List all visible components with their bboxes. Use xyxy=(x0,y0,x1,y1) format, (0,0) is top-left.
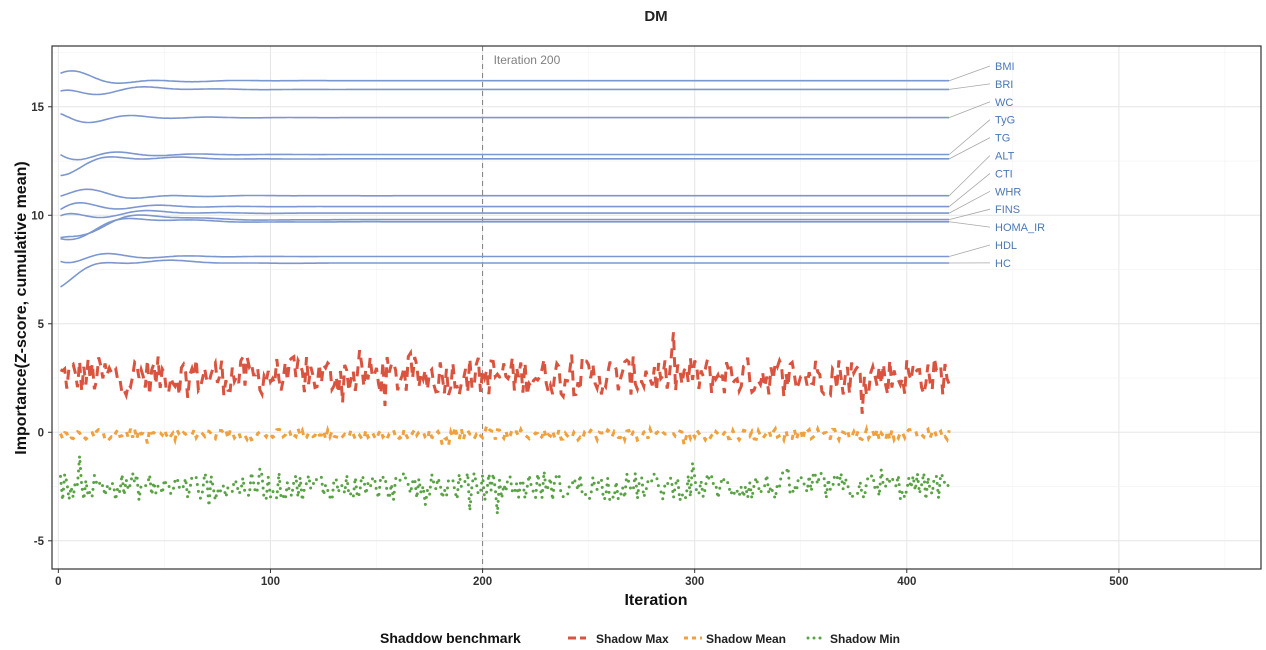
label-leader xyxy=(949,65,991,82)
feature-line-fins xyxy=(60,214,950,239)
label-tyg: TyG xyxy=(995,115,1015,127)
x-tick-label: 400 xyxy=(897,576,916,588)
legend: Shaddow benchmark Shadow Max Shadow Mean S… xyxy=(380,630,900,646)
y-tick-label: -5 xyxy=(34,536,45,548)
y-axis: -5 0 5 10 15 xyxy=(31,102,52,548)
feature-line-homa_ir xyxy=(60,217,950,241)
label-leader xyxy=(948,119,991,155)
label-hc: HC xyxy=(995,258,1011,270)
label-bri: BRI xyxy=(995,79,1013,91)
label-tg: TG xyxy=(995,133,1010,145)
y-tick-label: 5 xyxy=(38,319,45,331)
legend-items: Shadow Max Shadow Mean Shadow Min xyxy=(568,632,900,646)
label-whr: WHR xyxy=(995,186,1021,198)
feature-line-hdl xyxy=(60,252,950,264)
label-leader xyxy=(949,190,991,214)
legend-title: Shaddow benchmark xyxy=(380,630,521,646)
feature-series xyxy=(60,70,950,288)
label-hdl: HDL xyxy=(995,240,1017,252)
shadow-series xyxy=(59,332,951,515)
feature-line-tyg xyxy=(60,151,950,161)
label-alt: ALT xyxy=(995,151,1015,163)
annotation-text: Iteration 200 xyxy=(494,53,561,67)
label-leader xyxy=(949,101,991,118)
y-tick-label: 15 xyxy=(31,102,44,114)
label-leader xyxy=(949,244,991,257)
feature-line-bri xyxy=(60,86,950,96)
feature-line-bmi xyxy=(60,70,950,84)
plot-border xyxy=(51,45,1262,570)
x-tick-label: 0 xyxy=(55,576,61,588)
x-tick-label: 300 xyxy=(685,576,704,588)
label-leader xyxy=(949,137,991,160)
y-tick-label: 0 xyxy=(38,427,44,439)
y-tick-label: 10 xyxy=(31,210,44,222)
feature-line-whr xyxy=(60,209,950,219)
label-fins: FINS xyxy=(995,204,1020,216)
label-leader xyxy=(948,155,991,197)
label-homa_ir: HOMA_IR xyxy=(995,222,1045,234)
feature-line-tg xyxy=(60,156,950,177)
feature-line-cti xyxy=(60,202,950,211)
label-bmi: BMI xyxy=(995,61,1015,73)
x-axis: 0 100 200 300 400 500 xyxy=(55,569,1128,588)
label-leader xyxy=(949,208,991,220)
x-tick-label: 200 xyxy=(473,576,492,588)
x-tick-label: 500 xyxy=(1109,576,1128,588)
label-wc: WC xyxy=(995,97,1013,109)
feature-line-alt xyxy=(60,188,950,199)
feature-labels: BMI BRI WC TyG TG ALT CTI WHR FINS HOMA_IR HDL HC xyxy=(948,61,1045,270)
feature-line-hc xyxy=(60,259,950,288)
feature-line-wc xyxy=(60,112,950,124)
label-leader xyxy=(949,221,991,228)
label-leader xyxy=(948,173,991,207)
legend-label-shadow-min: Shadow Min xyxy=(830,632,900,646)
chart-title: DM xyxy=(644,8,667,25)
x-axis-title: Iteration xyxy=(624,592,687,609)
x-tick-label: 100 xyxy=(261,576,280,588)
label-cti: CTI xyxy=(995,168,1013,180)
shadow-line-shadow-min xyxy=(59,455,951,515)
y-axis-title: Importance(Z-score, cumulative mean) xyxy=(13,161,30,454)
label-leader xyxy=(949,83,991,90)
legend-label-shadow-max: Shadow Max xyxy=(596,632,669,646)
legend-label-shadow-mean: Shadow Mean xyxy=(706,632,786,646)
shadow-line-shadow-mean xyxy=(59,420,951,451)
